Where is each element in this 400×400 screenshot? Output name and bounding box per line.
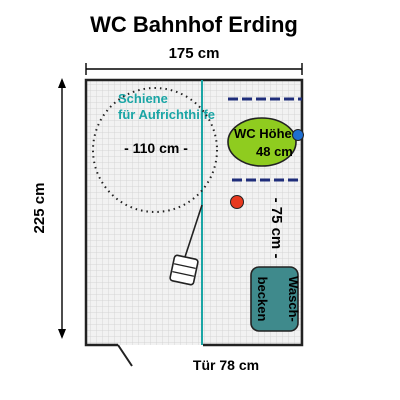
height-arrow-top xyxy=(58,78,66,88)
height-label: 225 cm xyxy=(31,183,48,234)
width-label: 175 cm xyxy=(169,45,220,62)
turning-circle-label: - 110 cm - xyxy=(124,140,188,156)
height-arrow-bottom xyxy=(58,329,66,339)
turning-circle xyxy=(92,87,218,213)
flush-button-icon xyxy=(292,129,304,141)
room-walls xyxy=(84,78,304,347)
rail-label-line2: für Aufrichthilfe xyxy=(118,107,215,122)
emergency-button-icon xyxy=(230,195,244,209)
wc-label-line2: 48 cm xyxy=(256,144,293,159)
standing-aid-icon xyxy=(169,254,199,286)
sink: Wasch- becken xyxy=(250,266,301,332)
sink-label-line2: becken xyxy=(255,277,270,322)
page-title: WC Bahnhof Erding xyxy=(90,12,298,37)
sink-label-line1: Wasch- xyxy=(286,276,301,322)
wc-toilet: WC Höhe 48 cm xyxy=(227,117,304,167)
toilet-bowl-icon xyxy=(227,117,297,167)
clearance-label: - 75 cm - xyxy=(268,198,285,259)
standing-aid-arm xyxy=(183,204,203,261)
wc-label-line1: WC Höhe xyxy=(234,126,292,141)
sink-basin-icon xyxy=(250,266,299,332)
door-leaf xyxy=(117,344,133,367)
door-label: Tür 78 cm xyxy=(193,357,259,373)
rail-label-line1: Schiene xyxy=(118,91,168,106)
